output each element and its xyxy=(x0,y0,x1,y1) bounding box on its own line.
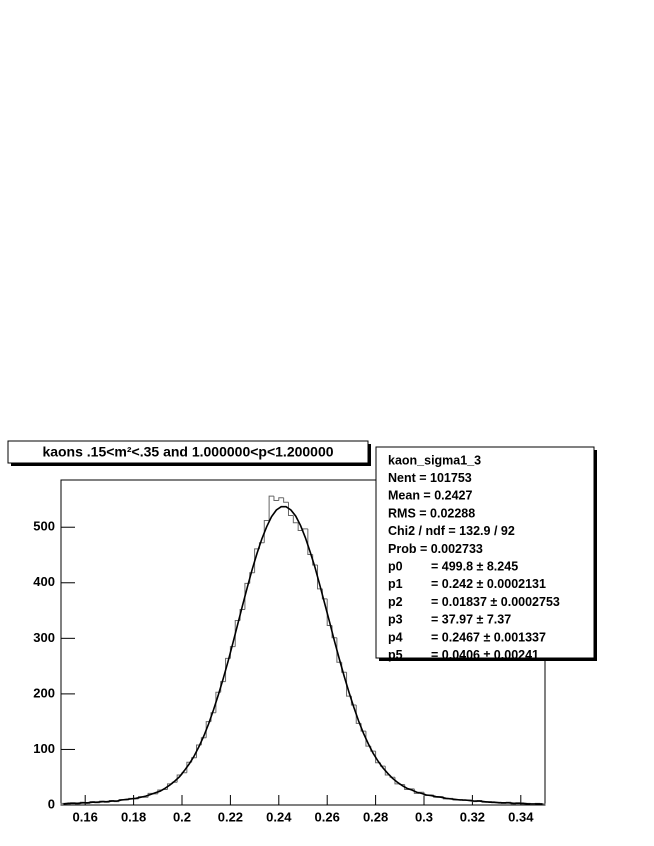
x-tick-label: 0.16 xyxy=(73,809,98,824)
param-name: p0 xyxy=(388,559,403,573)
x-tick-label: 0.26 xyxy=(315,809,340,824)
stats-row: Mean = 0.2427 xyxy=(388,489,472,503)
stats-row: Nent = 101753 xyxy=(388,471,472,485)
y-tick-label: 0 xyxy=(48,796,55,811)
fit-curve xyxy=(63,505,543,805)
x-tick-label: 0.2 xyxy=(173,809,191,824)
param-value: = 0.01837 ± 0.0002753 xyxy=(431,595,560,609)
histogram-bin xyxy=(268,495,274,521)
param-name: p4 xyxy=(388,630,403,644)
stats-name: kaon_sigma1_3 xyxy=(388,453,481,467)
plot-area: 0.16 0.18 0.2 0.22 0.24 0.26 0.28 0.3 0.32 0.34 0 1… xyxy=(33,495,546,824)
chart-title: kaons .15<m²<.35 and 1.000000<p<1.200000 xyxy=(42,444,333,460)
x-tick-label: 0.18 xyxy=(121,809,146,824)
param-value: = 499.8 ± 8.245 xyxy=(431,559,518,573)
param-value: = 37.97 ± 7.37 xyxy=(431,613,511,627)
stats-panel: kaon_sigma1_3 Nent = 101753 Mean = 0.2427 R… xyxy=(388,453,560,662)
y-tick-label: 300 xyxy=(33,630,55,645)
y-tick-label: 500 xyxy=(33,519,55,534)
x-tick-label: 0.32 xyxy=(460,809,485,824)
param-name: p2 xyxy=(388,595,403,609)
param-value: = 0.0406 ± 0.00241 xyxy=(431,648,539,662)
stats-box xyxy=(375,446,595,659)
y-tick-label: 400 xyxy=(33,574,55,589)
stats-row: Chi2 / ndf = 132.9 / 92 xyxy=(388,524,515,538)
y-tick-label: 100 xyxy=(33,741,55,756)
param-name: p1 xyxy=(388,577,403,591)
histogram-bin xyxy=(297,522,303,532)
param-name: p5 xyxy=(388,648,403,662)
y-tick-label: 200 xyxy=(33,685,55,700)
title-box xyxy=(7,440,369,464)
x-tick-label: 0.34 xyxy=(508,809,534,824)
param-value: = 0.2467 ± 0.001337 xyxy=(431,630,546,644)
stats-row: Prob = 0.002733 xyxy=(388,542,483,556)
x-tick-label: 0.28 xyxy=(363,809,388,824)
histogram-bin xyxy=(273,496,279,502)
stats-row: RMS = 0.02288 xyxy=(388,506,475,520)
param-value: = 0.242 ± 0.0002131 xyxy=(431,577,546,591)
histogram-bin xyxy=(283,497,289,503)
histogram-bin xyxy=(263,520,270,543)
histogram-bin xyxy=(278,497,284,501)
x-tick-label: 0.22 xyxy=(218,809,243,824)
histogram-bin xyxy=(287,502,294,517)
param-name: p3 xyxy=(388,613,403,627)
x-tick-label: 0.24 xyxy=(266,809,292,824)
histogram-bin xyxy=(292,515,299,524)
x-tick-label: 0.3 xyxy=(415,809,433,824)
